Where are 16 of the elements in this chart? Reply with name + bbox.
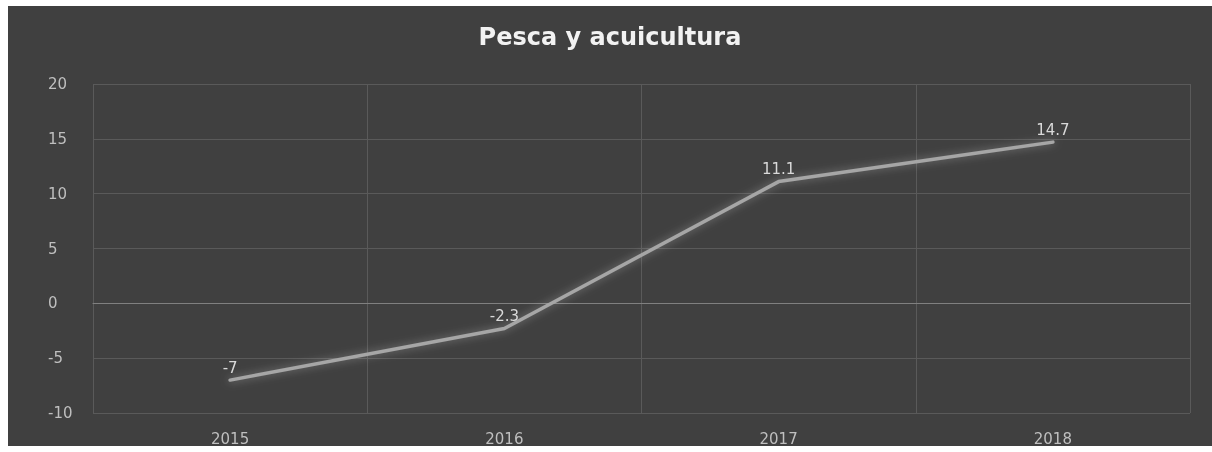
y-tick-label: 10 — [48, 184, 68, 203]
data-label: -2.3 — [489, 307, 520, 326]
chart-title: Pesca y acuicultura — [478, 23, 742, 51]
x-tick-label: 2016 — [485, 429, 524, 448]
y-tick-label: 5 — [48, 239, 58, 258]
data-label: 11.1 — [761, 160, 796, 179]
y-tick-label: 15 — [48, 129, 68, 148]
y-tick-label: -5 — [48, 349, 63, 368]
y-tick-label: 0 — [48, 294, 58, 313]
x-tick-label: 2018 — [1033, 429, 1072, 448]
x-tick-label: 2017 — [759, 429, 798, 448]
x-tick-label: 2015 — [211, 429, 250, 448]
y-tick-label: -10 — [48, 404, 73, 422]
y-tick-label: 20 — [48, 75, 68, 93]
data-label: 14.7 — [1036, 120, 1070, 139]
data-label: -7 — [222, 358, 238, 377]
